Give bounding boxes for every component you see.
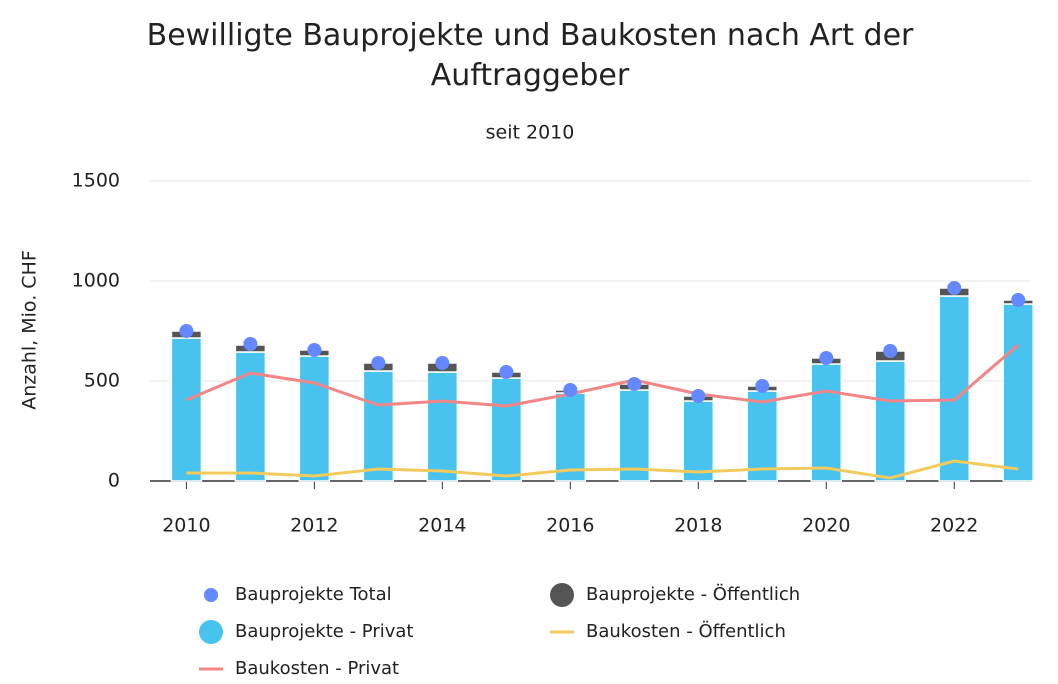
point [499, 365, 514, 379]
y-tick-label: 1000 [72, 270, 120, 292]
point [819, 351, 834, 365]
title-line: Auftraggeber [431, 58, 630, 93]
bar-segment [426, 371, 459, 482]
legend-swatch [199, 620, 223, 644]
bar-segment [170, 337, 203, 482]
y-tick-label: 0 [108, 470, 120, 492]
legend-label: Bauprojekte - Privat [235, 621, 413, 642]
point [179, 324, 194, 338]
legend-label: Bauprojekte - Öffentlich [586, 583, 800, 605]
y-tick-label: 1500 [72, 170, 120, 192]
x-tick-label: 2014 [418, 515, 466, 537]
bar-segment [618, 389, 651, 482]
legend-label: Bauprojekte Total [235, 584, 392, 605]
point [1011, 293, 1026, 307]
y-tick-label: 500 [84, 370, 120, 392]
bar-segment [298, 355, 331, 482]
bar-segment [1002, 303, 1034, 482]
x-tick-label: 2020 [802, 515, 850, 537]
point [371, 356, 386, 370]
point [947, 281, 962, 295]
x-tick-label: 2010 [162, 515, 210, 537]
bar-segment [682, 400, 715, 482]
legend-swatch [550, 583, 574, 607]
bar-segment [746, 390, 779, 482]
bar-segment [362, 370, 395, 482]
bar-segment [874, 360, 906, 482]
point [627, 377, 642, 391]
title-line: Bewilligte Bauprojekte und Baukosten nac… [147, 18, 914, 53]
point [435, 356, 450, 370]
point [563, 383, 578, 397]
legend-label: Baukosten - Privat [235, 658, 399, 679]
bar-segment [938, 295, 970, 482]
x-tick-label: 2016 [546, 515, 594, 537]
bar-segment [234, 351, 267, 482]
bar-segment [810, 363, 842, 482]
point [307, 343, 322, 357]
chart-title: Bewilligte Bauprojekte und Baukosten nac… [147, 18, 914, 93]
line [185, 343, 1020, 408]
point [755, 379, 770, 393]
x-tick-label: 2018 [674, 515, 722, 537]
y-axis-label: Anzahl, Mio. CHF [19, 250, 41, 410]
chart-subtitle: seit 2010 [486, 122, 575, 144]
legend-swatch [204, 588, 218, 602]
point [243, 337, 258, 351]
bar-segment [490, 377, 523, 482]
point [883, 344, 898, 358]
x-tick-label: 2012 [290, 515, 338, 537]
x-tick-label: 2022 [930, 515, 978, 537]
legend-label: Baukosten - Öffentlich [586, 620, 786, 642]
bar-segment [554, 392, 587, 482]
line [186, 459, 1019, 480]
point [691, 389, 706, 403]
